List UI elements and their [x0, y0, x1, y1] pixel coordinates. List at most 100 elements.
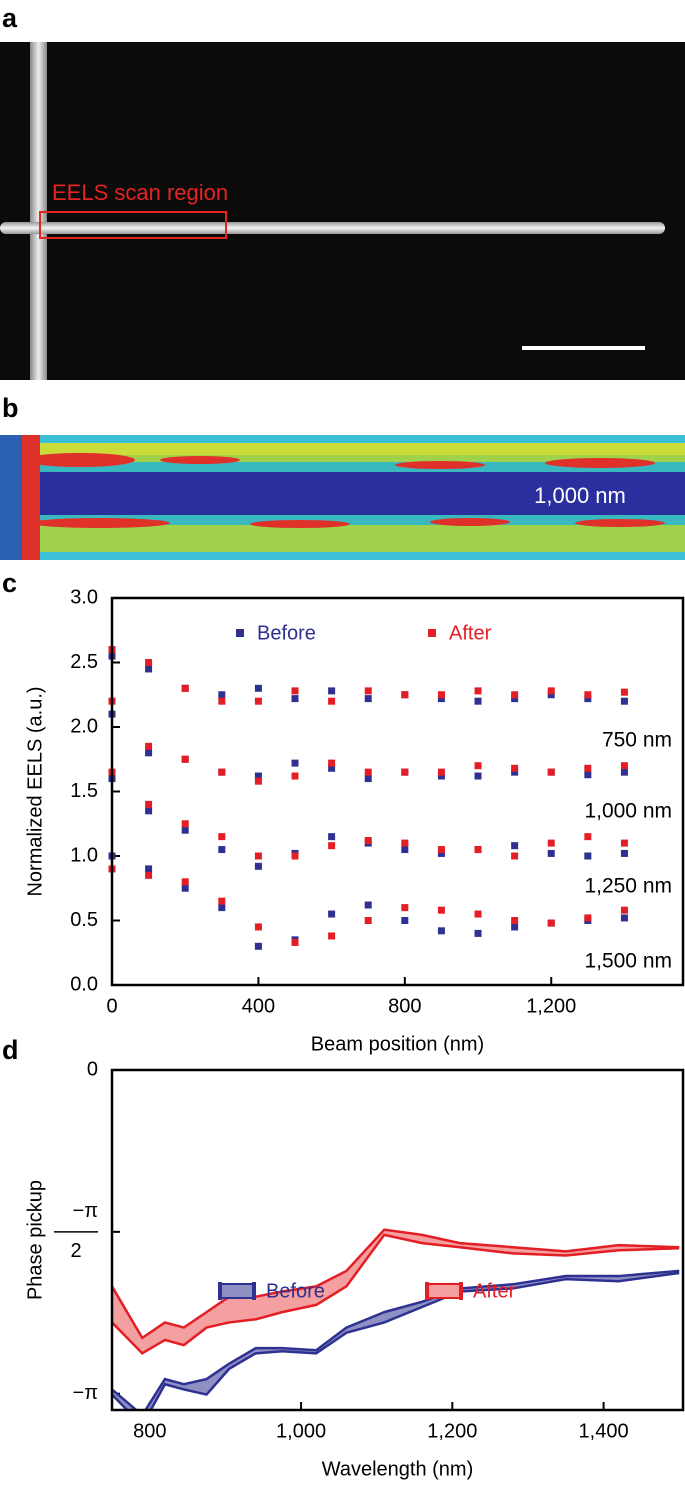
- data-point: [181, 884, 189, 892]
- x-tick-label: 800: [133, 1420, 166, 1442]
- legend-label: Before: [266, 1280, 325, 1302]
- data-point: [437, 768, 445, 776]
- y-axis-label: Normalized EELS (a.u.): [24, 686, 46, 896]
- x-tick-label: 1,200: [526, 995, 576, 1017]
- data-point: [218, 904, 226, 912]
- plot-frame: [110, 1068, 685, 1412]
- legend-cap: [425, 1282, 429, 1300]
- data-point: [511, 768, 519, 776]
- data-point: [254, 923, 262, 931]
- data-point: [328, 910, 336, 918]
- data-point: [218, 897, 226, 905]
- data-point: [145, 659, 153, 666]
- y-tick-label: 2: [70, 1240, 81, 1262]
- data-point: [511, 764, 519, 772]
- data-point: [474, 846, 482, 854]
- data-point: [291, 852, 299, 860]
- y-tick-label: 1.5: [70, 780, 98, 802]
- data-point: [511, 695, 519, 703]
- data-point: [254, 942, 262, 950]
- data-point: [254, 697, 262, 705]
- data-point: [511, 842, 519, 850]
- data-point: [584, 764, 592, 772]
- data-point: [401, 768, 409, 776]
- data-point: [364, 768, 372, 776]
- curve-label: 1,250 nm: [584, 875, 672, 898]
- data-point: [620, 849, 628, 857]
- y-tick-label: 1.0: [70, 844, 98, 866]
- legend-marker: [236, 629, 244, 637]
- data-point: [364, 837, 372, 845]
- data-point: [620, 762, 628, 770]
- plot-frame: [110, 596, 685, 987]
- data-point: [511, 923, 519, 931]
- data-point: [328, 764, 336, 772]
- panel-label: b: [2, 393, 19, 423]
- x-axis-label: Wavelength (nm): [322, 1458, 474, 1480]
- band-edge: [112, 1269, 680, 1410]
- band-edge: [112, 1233, 680, 1355]
- data-point: [328, 833, 336, 841]
- data-point: [218, 833, 226, 841]
- y-tick-label: −π: [73, 1200, 98, 1222]
- data-point: [254, 772, 262, 780]
- data-point: [254, 862, 262, 870]
- data-point: [181, 684, 189, 692]
- data-point: [364, 775, 372, 783]
- x-tick-label: 800: [388, 995, 421, 1017]
- data-point: [547, 691, 555, 699]
- panel-label: c: [2, 568, 17, 598]
- data-point: [437, 846, 445, 854]
- data-point: [364, 695, 372, 703]
- data-point: [437, 772, 445, 780]
- data-point: [364, 901, 372, 909]
- x-tick-label: 1,000: [276, 1420, 326, 1442]
- data-point: [511, 852, 519, 860]
- data-point: [401, 917, 409, 924]
- data-point: [511, 691, 519, 699]
- data-point: [328, 842, 336, 850]
- data-point: [474, 697, 482, 705]
- legend-marker: [428, 629, 436, 637]
- panel-label: d: [2, 1035, 19, 1065]
- data-point: [437, 906, 445, 914]
- data-point: [145, 665, 153, 673]
- data-point: [145, 800, 153, 808]
- data-point: [254, 852, 262, 860]
- data-point: [620, 839, 628, 847]
- band-edge: [112, 1228, 680, 1340]
- data-point: [620, 688, 628, 696]
- data-point: [620, 914, 628, 922]
- legend-cap: [459, 1282, 463, 1300]
- data-point: [547, 687, 555, 695]
- curve-label: 750 nm: [602, 729, 672, 752]
- data-point: [218, 846, 226, 854]
- data-point: [328, 697, 336, 705]
- data-point: [145, 865, 153, 873]
- data-point: [474, 929, 482, 937]
- panel-label: a: [2, 3, 18, 33]
- data-point: [474, 910, 482, 918]
- data-point: [620, 697, 628, 705]
- data-point: [145, 807, 153, 815]
- y-tick-label: 2.0: [70, 715, 98, 737]
- legend-cap: [252, 1282, 256, 1300]
- x-tick-label: 1,400: [579, 1420, 629, 1442]
- data-point: [620, 768, 628, 776]
- data-point: [584, 695, 592, 703]
- data-point: [218, 691, 226, 699]
- data-point: [437, 849, 445, 857]
- data-point: [547, 839, 555, 847]
- y-tick-label: 0.0: [70, 973, 98, 995]
- data-point: [620, 906, 628, 914]
- data-point: [474, 762, 482, 770]
- legend-swatch: [425, 1284, 463, 1298]
- data-point: [401, 839, 409, 847]
- data-point: [328, 932, 336, 940]
- plot-area: [112, 1228, 680, 1410]
- legend-label: Before: [257, 622, 316, 644]
- data-point: [437, 691, 445, 699]
- data-point: [584, 914, 592, 922]
- legend-cap: [218, 1282, 222, 1300]
